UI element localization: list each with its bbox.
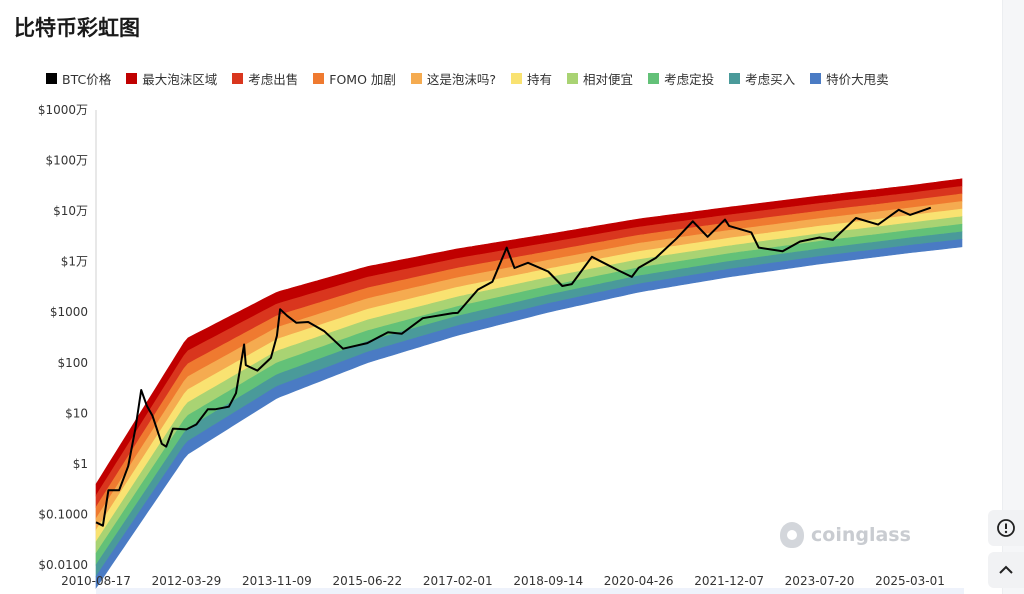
y-tick-label: $100 [57,356,88,370]
range-slider[interactable] [96,588,964,594]
coinglass-logo-icon [780,522,804,548]
y-tick-label: $10 [65,406,88,420]
chevron-up-icon [999,565,1013,574]
legend-label: 考虑出售 [248,72,299,87]
y-tick-label: $1 [73,457,88,471]
legend-item[interactable]: 最大泡沫区域 [126,69,217,88]
legend-item[interactable]: 特价大甩卖 [810,69,889,88]
y-tick-label: $0.1000 [38,507,88,521]
chart-legend: BTC价格 最大泡沫区域 考虑出售 FOMO 加剧 这是泡沫吗? 持有 相对便宜 考虑定投 考虑… [46,69,904,88]
x-tick-label: 2023-07-20 [785,574,855,588]
legend-label: 考虑定投 [664,72,715,87]
legend-item[interactable]: 考虑买入 [729,69,795,88]
legend-label: 持有 [527,72,553,87]
legend-item[interactable]: 考虑出售 [232,69,298,88]
legend-label: 考虑买入 [745,72,796,87]
x-tick-label: 2017-02-01 [423,574,493,588]
y-tick-label: $1000 [50,305,88,319]
legend-swatch [511,73,523,84]
x-tick-label: 2021-12-07 [694,574,764,588]
legend-item[interactable]: BTC价格 [46,69,111,88]
y-tick-label: $100万 [45,154,88,168]
legend-label: 这是泡沫吗? [426,72,497,87]
legend-swatch [313,73,325,84]
x-tick-label: 2020-04-26 [604,574,674,588]
legend-label: FOMO 加剧 [329,72,396,87]
y-tick-label: $1万 [61,255,88,269]
legend-swatch [729,73,741,84]
info-button[interactable] [988,510,1024,546]
y-tick-label: $10万 [53,204,88,218]
legend-item[interactable]: FOMO 加剧 [313,69,396,88]
page-title: 比特币彩虹图 [14,16,140,40]
legend-label: 特价大甩卖 [826,72,889,87]
legend-swatch [810,73,822,84]
y-tick-label: $1000万 [38,103,88,117]
legend-swatch [567,73,579,84]
info-icon [997,519,1015,537]
legend-swatch [46,73,57,84]
scrollbar-track[interactable] [1002,0,1024,594]
x-tick-label: 2012-03-29 [152,574,222,588]
rainbow-chart: $1000万 $100万 $10万 $1万 $1000 $100 $10 $1 $0.1000 $… [38,103,963,589]
legend-label: 最大泡沫区域 [142,72,218,87]
x-tick-label: 2018-09-14 [513,574,583,588]
x-tick-label: 2025-03-01 [875,574,945,588]
btc-price-line [95,206,932,527]
y-tick-label: $0.0100 [38,558,88,572]
legend-swatch [232,73,244,84]
rainbow-band [95,238,963,589]
legend-label: BTC价格 [62,72,112,87]
legend-swatch [648,73,660,84]
legend-item[interactable]: 持有 [511,69,552,88]
legend-item[interactable]: 考虑定投 [648,69,714,88]
legend-item[interactable]: 这是泡沫吗? [410,69,497,88]
legend-swatch [126,73,138,84]
legend-label: 相对便宜 [583,72,634,87]
scroll-top-button[interactable] [988,552,1024,588]
x-tick-label: 2013-11-09 [242,574,312,588]
legend-swatch [410,73,422,84]
x-tick-label: 2015-06-22 [332,574,402,588]
watermark-text: coinglass [811,524,911,546]
x-tick-label: 2010-08-17 [61,574,131,588]
legend-item[interactable]: 相对便宜 [567,69,633,88]
watermark: coinglass [780,522,911,548]
